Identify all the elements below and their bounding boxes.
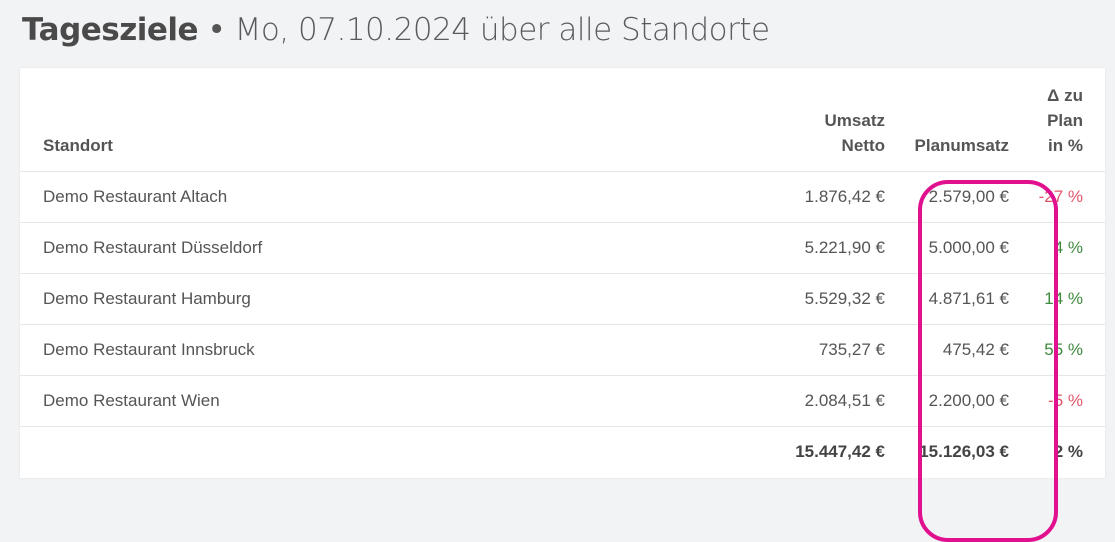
column-header-revenue[interactable]: Umsatz Netto bbox=[824, 111, 885, 155]
cell-delta: 4 % bbox=[1023, 222, 1105, 274]
title-separator: • bbox=[207, 12, 226, 48]
table-total-row: 15.447,42 € 15.126,03 € 2 % bbox=[20, 426, 1105, 477]
cell-location: Demo Restaurant Wien bbox=[20, 375, 755, 427]
total-revenue: 15.447,42 € bbox=[755, 426, 899, 477]
cell-plan: 2.579,00 € bbox=[899, 171, 1023, 223]
cell-plan: 5.000,00 € bbox=[899, 222, 1023, 274]
cell-plan: 2.200,00 € bbox=[899, 375, 1023, 427]
cell-delta: 55 % bbox=[1023, 324, 1105, 376]
cell-plan: 4.871,61 € bbox=[899, 273, 1023, 325]
table-row: Demo Restaurant Innsbruck 735,27 € 475,4… bbox=[20, 324, 1105, 376]
cell-location: Demo Restaurant Düsseldorf bbox=[20, 222, 755, 274]
cell-delta: -5 % bbox=[1023, 375, 1105, 427]
column-header-delta[interactable]: Δ zu Plan in % bbox=[1047, 86, 1083, 155]
page-title: Tagesziele • Mo, 07.10.2024 über alle St… bbox=[22, 12, 770, 48]
column-header-location[interactable]: Standort bbox=[43, 136, 113, 155]
cell-plan: 475,42 € bbox=[899, 324, 1023, 376]
cell-revenue: 1.876,42 € bbox=[755, 171, 899, 223]
cell-revenue: 5.529,32 € bbox=[755, 273, 899, 325]
cell-delta: -27 % bbox=[1023, 171, 1105, 223]
cell-revenue: 2.084,51 € bbox=[755, 375, 899, 427]
title-main: Tagesziele bbox=[22, 12, 199, 48]
cell-revenue: 735,27 € bbox=[755, 324, 899, 376]
cell-location: Demo Restaurant Innsbruck bbox=[20, 324, 755, 376]
daily-goals-card: Standort Umsatz Netto Planumsatz Δ zu Plan… bbox=[20, 68, 1105, 542]
table-row: Demo Restaurant Altach 1.876,42 € 2.579,… bbox=[20, 171, 1105, 223]
cell-revenue: 5.221,90 € bbox=[755, 222, 899, 274]
daily-goals-table: Standort Umsatz Netto Planumsatz Δ zu Plan… bbox=[20, 68, 1105, 477]
table-header-row: Standort Umsatz Netto Planumsatz Δ zu Plan… bbox=[20, 68, 1105, 172]
cell-delta: 14 % bbox=[1023, 273, 1105, 325]
cell-location: Demo Restaurant Altach bbox=[20, 171, 755, 223]
total-delta: 2 % bbox=[1023, 426, 1105, 477]
table-row: Demo Restaurant Düsseldorf 5.221,90 € 5.… bbox=[20, 222, 1105, 274]
cell-total-label bbox=[20, 426, 755, 477]
cell-location: Demo Restaurant Hamburg bbox=[20, 273, 755, 325]
column-header-plan[interactable]: Planumsatz bbox=[914, 136, 1009, 155]
total-plan: 15.126,03 € bbox=[899, 426, 1023, 477]
title-subtitle: Mo, 07.10.2024 über alle Standorte bbox=[234, 12, 771, 48]
table-row: Demo Restaurant Wien 2.084,51 € 2.200,00… bbox=[20, 375, 1105, 427]
table-row: Demo Restaurant Hamburg 5.529,32 € 4.871… bbox=[20, 273, 1105, 325]
